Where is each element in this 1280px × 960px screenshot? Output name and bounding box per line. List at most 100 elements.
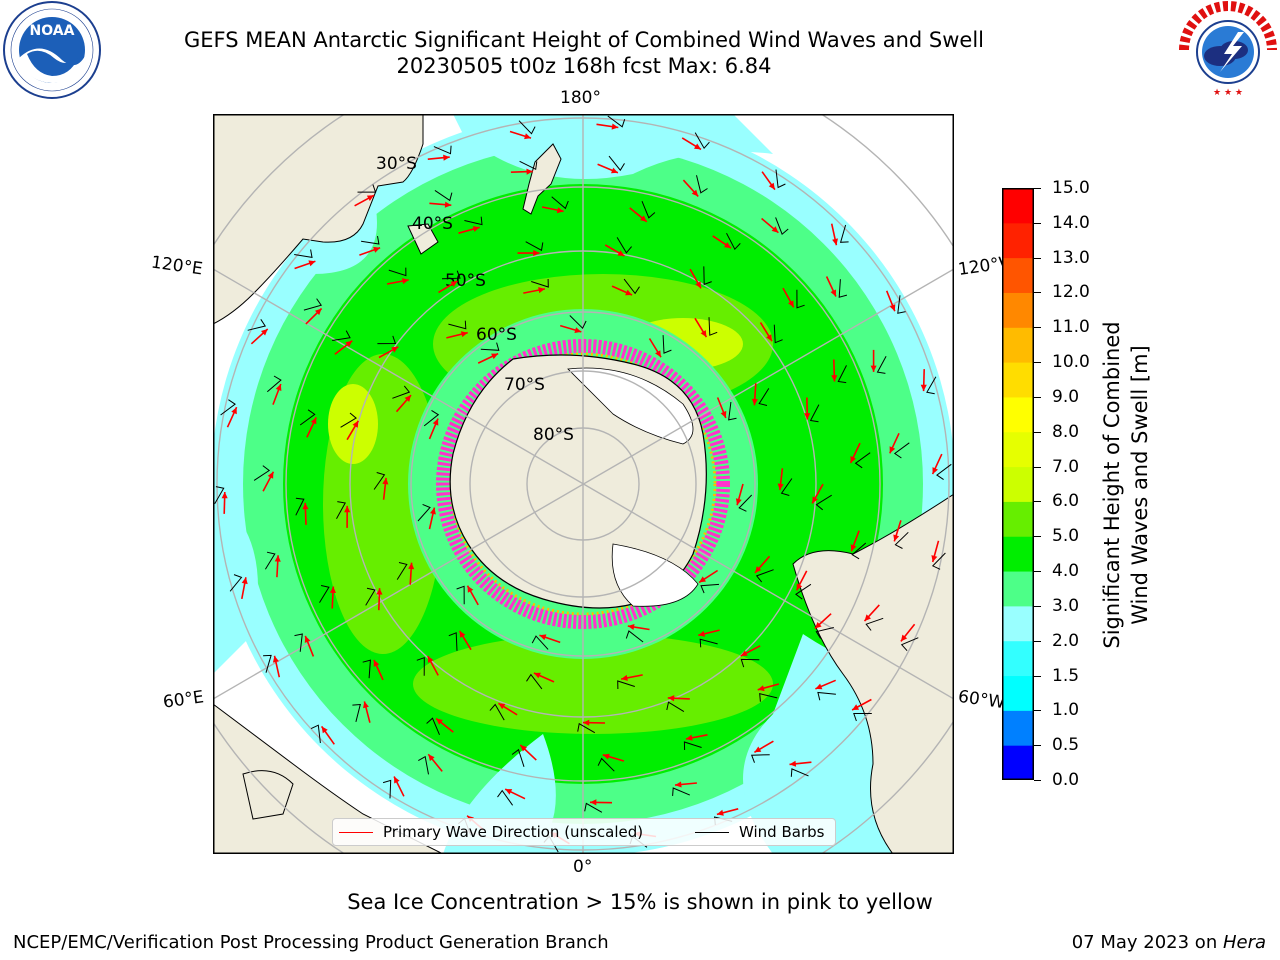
wind-barb [597,757,615,772]
noaa-logo: NOAA [3,1,101,99]
colorbar-segment [1002,327,1034,363]
colorbar-tick-label: 9.0 [1052,386,1080,407]
wind-barb [662,335,672,354]
wind-barb [815,494,832,511]
colorbar-tick-label: 12.0 [1052,282,1090,303]
colorbar-tick-label: 15.0 [1052,178,1090,198]
wave-direction-arrowhead [373,659,380,667]
wave-direction-arrowhead [700,330,707,338]
wave-direction-arrowhead [574,327,582,333]
colorbar-tick-label: 11.0 [1052,317,1090,338]
colorbar-segment [1002,501,1034,537]
colorbar-tick-label: 3.0 [1052,595,1080,616]
wave-direction-arrowhead [611,123,619,130]
colorbar-segment [1002,536,1034,572]
wind-barb [666,701,685,713]
colorbar-segment [1002,396,1034,433]
colorbar-tick-label: 10.0 [1052,352,1090,373]
colorbar-tick-mark [1034,536,1041,538]
wave-direction-arrowhead [757,685,765,692]
wave-direction-arrowhead [432,418,439,426]
wave-direction-legend-line [339,832,373,833]
wind-barb [416,656,425,676]
wave-direction-arrowhead [315,308,322,316]
wave-direction-arrowhead [716,809,724,816]
wind-barb [441,270,461,280]
wave-direction-arrowhead [788,300,794,308]
wave-direction-arrowhead [852,704,860,710]
wave-direction-arrowhead [796,583,803,591]
colorbar-tick-label: 5.0 [1052,526,1080,547]
map-frame [213,114,954,854]
wind-barb [750,754,770,763]
lon-label-120e: 120°E [149,252,204,280]
wave-direction-arrowhead [391,346,399,353]
wave-direction-arrowhead [695,281,701,289]
colorbar-segment [1002,710,1034,746]
wind-barb [876,356,887,374]
wind-barb [464,216,483,226]
wave-direction-arrowhead [345,340,353,348]
wind-barb [310,724,321,744]
wind-barb [893,442,910,459]
wind-barb [694,132,710,150]
lat-label-80s: 80°S [533,425,574,445]
wave-direction-arrowhead [520,745,527,752]
wind-barb [480,342,500,351]
colorbar-tick-mark [1034,396,1041,398]
colorbar-tick-mark [1034,257,1041,259]
wave-direction-arrowhead [267,471,274,479]
chart-subtitle: 20230505 t00z 168h fcst Max: 6.84 [396,54,772,78]
wave-direction-arrowhead [755,566,762,573]
wave-direction-arrowhead [382,477,389,485]
wave-direction-arrowhead [443,154,450,161]
wind-barb [525,241,544,252]
wind-barb [448,320,467,330]
wind-barb [838,279,848,298]
colorbar-label-line2: Wind Waves and Swell [m] [1128,345,1152,625]
wave-direction-arrowhead [428,754,435,762]
wind-barb [617,680,635,690]
wave-direction-arrowhead [617,250,625,256]
wind-barb [865,617,884,631]
wind-barb [683,741,702,751]
wind-barb [373,472,386,490]
wave-direction-arrowhead [627,624,635,630]
wind-barb [839,224,849,243]
wave-direction-arrowhead [754,746,762,753]
wind-barb [854,452,871,469]
colorbar-tick-mark [1034,362,1041,364]
wind-barb [900,637,919,652]
wave-direction-arrowhead [931,555,938,562]
colorbar-segment [1002,675,1034,711]
wave-direction-arrowhead [533,672,541,679]
wind-barb [759,693,778,702]
colorbar-tick-label: 6.0 [1052,491,1080,512]
wind-barb [551,196,569,210]
wind-barb [738,494,753,512]
wind-barb [775,169,786,189]
wind-barb [700,583,720,594]
wind-barb [897,295,906,314]
wind-barb [214,486,225,504]
footer-credit: NCEP/EMC/Verification Post Processing Pr… [13,932,609,953]
wave-direction-arrowhead [498,703,506,710]
wind-barb [853,713,872,722]
wind-barb [703,266,712,286]
wind-barb [340,412,357,428]
colorbar-segment [1002,188,1034,224]
wind-barb [456,585,465,605]
wave-arrows-and-wind-barbs [214,115,952,853]
footer-date: 07 May 2023 on Hera [1072,932,1266,953]
colorbar-segment [1002,466,1034,502]
wave-direction-arrowhead [524,133,531,140]
wind-barb [755,569,774,583]
wave-direction-arrowhead [460,331,468,338]
wind-barb [699,638,718,648]
wind-barb [336,501,346,519]
wind-barb [608,155,625,172]
wind-barb [851,542,867,560]
svg-text:★ ★ ★: ★ ★ ★ [1213,88,1243,98]
wind-barb [362,659,371,679]
wind-barb [295,497,305,516]
